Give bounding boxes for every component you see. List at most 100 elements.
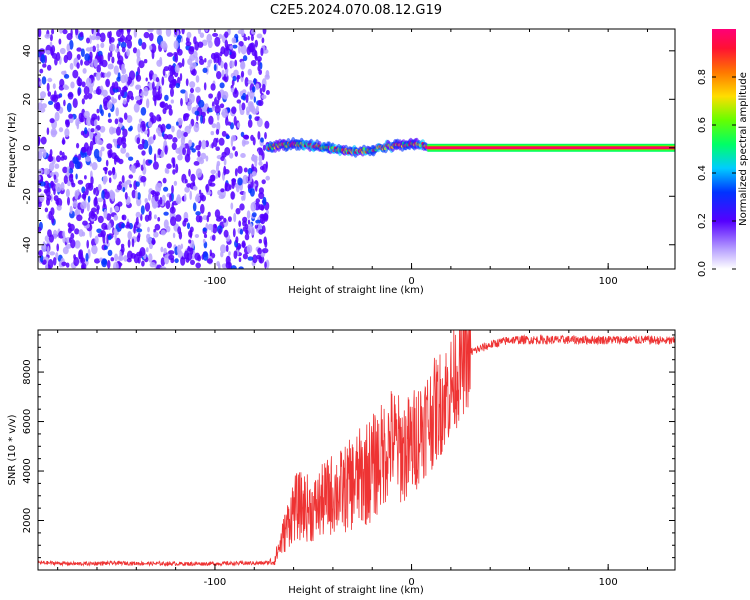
spectrogram-noise-blob — [189, 81, 196, 89]
spectrogram-noise-blob — [237, 122, 241, 128]
spectrogram-noise-blob — [171, 202, 174, 212]
spectrogram-noise-blob — [66, 166, 70, 175]
spectrogram-noise-blob — [91, 29, 94, 35]
spectrogram-noise-blob — [258, 161, 263, 166]
spectrogram-noise-blob — [264, 120, 270, 129]
spectrogram-noise-blob — [239, 203, 245, 211]
spectrogram-noise-blob — [102, 167, 108, 171]
spectrogram-noise-blob — [209, 174, 215, 182]
spectrogram-noise-blob — [222, 76, 228, 81]
spectrogram-noise-blob — [230, 87, 235, 93]
spectrogram-noise-blob — [167, 104, 172, 110]
spectrogram-noise-blob — [69, 237, 72, 244]
spectrogram-noise-blob — [106, 259, 111, 269]
spectrogram-noise-blob — [73, 256, 80, 267]
spectrogram-noise-blob — [192, 202, 197, 212]
spectrogram-noise-blob — [241, 102, 246, 111]
spectrogram-noise-blob — [257, 247, 262, 255]
spectrogram-noise-blob — [94, 258, 101, 264]
spectrogram-noise-blob — [97, 215, 104, 224]
spectrogram-noise-blob — [96, 43, 100, 49]
spectrogram-noise-blob — [208, 93, 214, 99]
spectrogram-noise-blob — [45, 189, 51, 197]
snr-series-line — [38, 330, 675, 567]
spectrogram-noise-blob — [122, 99, 127, 105]
spectrogram-noise-blob — [47, 64, 52, 71]
spectrogram-noise-blob — [138, 60, 145, 69]
spectrogram-noise-blob — [224, 169, 230, 175]
spectrogram-noise-blob — [175, 82, 181, 89]
spectrogram-noise-blob — [152, 81, 155, 91]
colorbar-label: Normalized spectral amplitude — [738, 72, 749, 226]
spectrogram-noise-blob — [193, 123, 200, 133]
figure-title: C2E5.2024.070.08.12.G19 — [270, 3, 442, 18]
spectrogram-noise-blob — [218, 263, 221, 269]
spectrogram-noise-blob — [50, 182, 54, 189]
spectrogram-noise-blob — [38, 136, 41, 146]
spectrogram-noise-blob — [137, 123, 141, 133]
colorbar-tick-label: 0.0 — [697, 261, 708, 277]
spectrogram-noise-blob — [39, 80, 42, 87]
spectrogram-noise-blob — [125, 34, 133, 42]
spectrogram-noise-blob — [113, 228, 118, 235]
spectrogram-noise-blob — [131, 189, 136, 199]
spectrogram-noise-blob — [221, 108, 228, 118]
snr-x-tick-label: 100 — [599, 577, 618, 588]
spectrogram-noise-blob — [219, 82, 225, 89]
spectrogram-noise-blob — [124, 73, 129, 83]
spectrogram-noise-blob — [170, 216, 177, 227]
spectrogram-noise-blob — [210, 223, 214, 233]
spectrogram-noise-blob — [93, 187, 96, 195]
snr-x-tick-label: -100 — [204, 577, 227, 588]
spectrogram-noise-blob — [157, 217, 161, 222]
spectrogram-noise-blob — [203, 82, 207, 91]
spectrogram-panel: -100 0 100 -40 -20 0 20 40 Height of straight … — [7, 28, 676, 296]
spectrogram-noise-blob — [135, 74, 142, 82]
spectrogram-noise-blob — [143, 86, 149, 97]
spectrogram-noise-blob — [56, 155, 61, 163]
spectrogram-noise-blob — [153, 214, 157, 220]
spectrogram-noise-blob — [76, 189, 80, 196]
spectrogram-noise-blob — [116, 29, 122, 38]
spectrogram-noise-blob — [89, 46, 93, 52]
spectrogram-noise-blob — [202, 238, 206, 244]
spectrogram-noise-blob — [85, 252, 89, 262]
snr-y-tick-label: 4000 — [22, 458, 33, 483]
spectrogram-noise-blob — [236, 99, 242, 104]
spectrogram-noise-blob — [61, 261, 67, 267]
spectrogram-x-tick-label: 100 — [599, 276, 618, 287]
spectrogram-noise-blob — [189, 247, 194, 255]
spectrogram-noise-blob — [212, 234, 216, 241]
spectrogram-noise-blob — [149, 112, 154, 118]
spectrogram-noise-blob — [147, 214, 152, 221]
spectrogram-noise-blob — [101, 258, 108, 268]
spectrogram-noise-blob — [38, 226, 42, 233]
spectrogram-noise-blob — [173, 40, 179, 50]
spectrogram-noise-blob — [218, 137, 225, 146]
spectrogram-noise-blob — [198, 99, 205, 108]
spectrogram-noise-blob — [199, 192, 204, 201]
spectrogram-noise-blob — [84, 127, 88, 135]
spectrogram-noise-blob — [96, 64, 101, 74]
spectrogram-noise-blob — [262, 196, 267, 206]
spectrogram-noise-blob — [198, 189, 202, 195]
spectrogram-noise-blob — [108, 35, 112, 45]
spectrogram-noise-blob — [65, 262, 70, 268]
spectrogram-noise-blob — [148, 145, 153, 156]
spectrogram-noise-blob — [109, 51, 113, 58]
spectrogram-noise-blob — [138, 250, 143, 259]
spectrogram-noise-blob — [165, 200, 171, 210]
spectrogram-noise-blob — [247, 219, 251, 225]
spectrogram-noise-blob — [149, 242, 153, 250]
spectrogram-noise-blob — [51, 215, 55, 224]
spectrogram-noise-blob — [108, 112, 111, 118]
spectrogram-noise-blob — [149, 262, 156, 268]
spectrogram-noise-blob — [114, 253, 119, 262]
spectrogram-noise-blob — [52, 94, 58, 103]
spectrogram-noise-blob — [160, 266, 167, 269]
spectrogram-noise-blob — [127, 230, 132, 240]
spectrogram-noise-blob — [153, 153, 157, 163]
spectrogram-noise-blob — [261, 179, 266, 185]
spectrogram-noise-blob — [108, 177, 112, 184]
spectrogram-noise-blob — [141, 123, 146, 132]
